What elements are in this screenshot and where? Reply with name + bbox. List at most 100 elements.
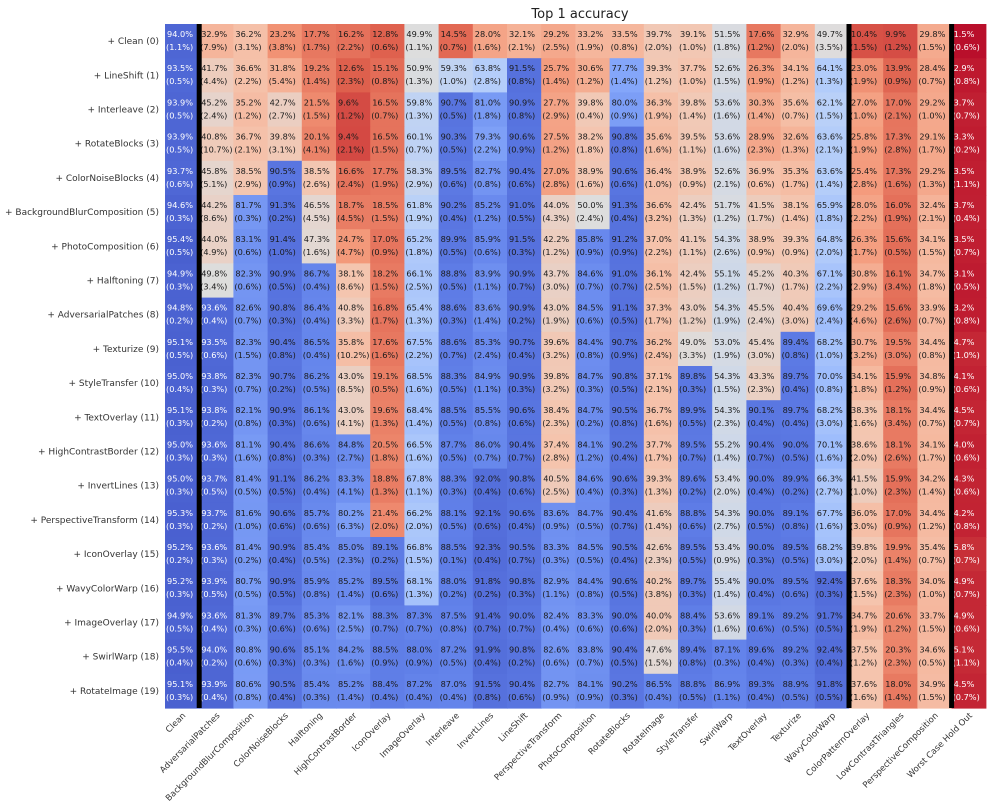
- column-label: HighContrastBorder: [292, 711, 359, 778]
- cell-value: 90.0%: [748, 576, 774, 586]
- cell-value: 47.3%: [304, 234, 330, 244]
- heatmap-cell: [609, 297, 645, 333]
- cell-value: 93.6%: [201, 303, 227, 313]
- heatmap-cell: [849, 297, 884, 333]
- cell-stderr: (2.3%): [337, 555, 364, 565]
- heatmap-cell: [404, 400, 440, 435]
- cell-value: 88.9%: [783, 679, 809, 689]
- cell-value: 37.3%: [646, 303, 672, 313]
- heatmap-cell: [814, 366, 850, 401]
- cell-value: 90.4%: [509, 166, 535, 176]
- cell-value: 54.3%: [714, 371, 740, 381]
- cell-stderr: (1.9%): [713, 350, 740, 360]
- cell-stderr: (0.3%): [508, 589, 535, 599]
- cell-stderr: (0.5%): [440, 658, 467, 668]
- heatmap-cell: [472, 673, 508, 709]
- cell-value: 36.9%: [748, 166, 774, 176]
- heatmap-cell: [780, 24, 816, 59]
- cell-stderr: (1.4%): [337, 692, 364, 702]
- cell-stderr: (0.4%): [611, 452, 638, 462]
- cell-value: 95.5%: [167, 645, 193, 655]
- heatmap-cell: [336, 24, 371, 59]
- cell-stderr: (5.4%): [269, 76, 296, 86]
- heatmap-cell: [951, 160, 987, 196]
- cell-value: 64.1%: [817, 63, 843, 73]
- cell-value: 32.9%: [201, 29, 227, 39]
- heatmap-cell: [575, 537, 611, 572]
- heatmap-cell: [199, 605, 234, 641]
- cell-value: 93.7%: [167, 166, 193, 176]
- cell-stderr: (0.7%): [953, 110, 980, 120]
- cell-value: 15.9%: [885, 474, 911, 484]
- cell-value: 86.2%: [304, 474, 330, 484]
- cell-value: 89.5%: [783, 542, 809, 552]
- heatmap-cell: [404, 297, 440, 333]
- cell-value: 95.0%: [167, 371, 193, 381]
- cell-stderr: (1.6%): [337, 658, 364, 668]
- cell-stderr: (0.8%): [918, 350, 945, 360]
- heatmap-cell: [336, 537, 371, 572]
- cell-value: 38.6%: [851, 439, 877, 449]
- cell-stderr: (1.1%): [542, 589, 569, 599]
- cell-value: 85.2%: [338, 679, 364, 689]
- cell-stderr: (1.4%): [816, 179, 843, 189]
- heatmap-cell: [849, 639, 884, 675]
- heatmap-cell: [336, 126, 371, 162]
- cell-stderr: (1.6%): [645, 418, 672, 428]
- cell-stderr: (2.0%): [850, 555, 877, 565]
- cell-value: 95.2%: [167, 542, 193, 552]
- cell-stderr: (1.3%): [405, 316, 432, 326]
- cell-value: 39.8%: [577, 97, 603, 107]
- heatmap-cell: [643, 263, 679, 299]
- cell-value: 86.1%: [304, 405, 330, 415]
- cell-value: 29.2%: [543, 29, 569, 39]
- cell-value: 86.6%: [304, 439, 330, 449]
- cell-value: 54.3%: [714, 234, 740, 244]
- heatmap-cell: [951, 263, 987, 299]
- heatmap-cell: [165, 195, 200, 230]
- cell-stderr: (1.3%): [782, 145, 809, 155]
- cell-value: 80.6%: [235, 679, 261, 689]
- cell-value: 32.4%: [919, 200, 945, 210]
- cell-stderr: (0.5%): [200, 589, 227, 599]
- cell-stderr: (0.3%): [679, 623, 706, 633]
- cell-value: 88.0%: [441, 576, 467, 586]
- cell-stderr: (1.4%): [747, 110, 774, 120]
- cell-value: 41.5%: [748, 200, 774, 210]
- heatmap-cell: [746, 605, 782, 641]
- cell-stderr: (0.7%): [576, 658, 603, 668]
- cell-stderr: (1.8%): [918, 281, 945, 291]
- cell-stderr: (2.1%): [234, 145, 261, 155]
- cell-stderr: (1.6%): [816, 521, 843, 531]
- cell-stderr: (0.4%): [474, 487, 501, 497]
- cell-value: 41.7%: [201, 63, 227, 73]
- cell-stderr: (0.6%): [508, 692, 535, 702]
- cell-value: 40.8%: [338, 303, 364, 313]
- cell-stderr: (0.6%): [234, 247, 261, 257]
- cell-value: 91.3%: [612, 200, 638, 210]
- cell-value: 90.8%: [509, 474, 535, 484]
- heatmap-cell: [575, 502, 611, 538]
- heatmap-cell: [849, 126, 884, 162]
- cell-stderr: (0.6%): [576, 316, 603, 326]
- heatmap-cell: [165, 400, 200, 435]
- cell-value: 91.0%: [509, 200, 535, 210]
- column-label: Texturize: [769, 711, 804, 746]
- cell-value: 90.0%: [612, 610, 638, 620]
- cell-value: 37.0%: [646, 234, 672, 244]
- cell-stderr: (1.1%): [474, 281, 501, 291]
- heatmap-cell: [917, 331, 953, 367]
- cell-stderr: (1.3%): [371, 487, 398, 497]
- cell-stderr: (1.2%): [747, 42, 774, 52]
- cell-value: 18.0%: [885, 679, 911, 689]
- cell-stderr: (0.3%): [166, 589, 193, 599]
- cell-stderr: (0.6%): [474, 247, 501, 257]
- heatmap-cell: [233, 571, 269, 606]
- heatmap-cell: [370, 673, 405, 709]
- cell-value: 68.2%: [817, 542, 843, 552]
- cell-value: 27.7%: [543, 97, 569, 107]
- cell-stderr: (1.7%): [850, 247, 877, 257]
- cell-value: 89.7%: [270, 610, 296, 620]
- row-label: + LineShift (1): [94, 71, 159, 81]
- cell-stderr: (1.3%): [371, 418, 398, 428]
